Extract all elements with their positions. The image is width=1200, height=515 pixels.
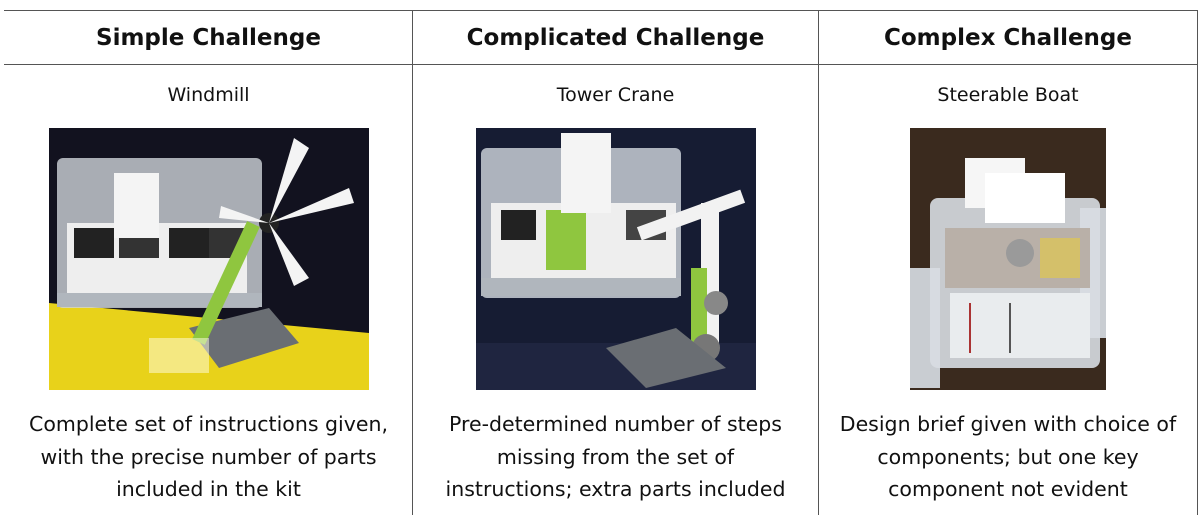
- table-top-border: [4, 10, 1198, 11]
- tower-crane-photo: [475, 128, 756, 390]
- description-line: instructions; extra parts included: [445, 477, 786, 501]
- table-column: Simple Challenge Windmill Complete set o…: [5, 10, 412, 515]
- description-line: included in the kit: [116, 477, 301, 501]
- model-name: Steerable Boat: [937, 84, 1079, 106]
- header-border: [4, 64, 1198, 65]
- description: Complete set of instructions given, with…: [5, 408, 412, 506]
- table-column: Complex Challenge Steerable Boat Design …: [819, 10, 1197, 515]
- column-header: Complicated Challenge: [466, 25, 765, 51]
- windmill-photo: [48, 128, 369, 390]
- column-border: [818, 10, 819, 515]
- table-right-border: [1197, 10, 1198, 515]
- column-header: Complex Challenge: [883, 25, 1132, 51]
- column-border: [412, 10, 413, 515]
- description-line: with the precise number of parts: [40, 444, 377, 469]
- model-name: Tower Crane: [556, 84, 675, 106]
- description-line: Design brief given with choice of: [839, 412, 1177, 436]
- description: Design brief given with choice of compon…: [819, 408, 1197, 506]
- table-column: Complicated Challenge Tower Crane Pre-de…: [413, 10, 818, 515]
- model-name: Windmill: [167, 84, 250, 106]
- description-line: component not evident: [888, 477, 1128, 501]
- description-line: components; but one key: [877, 444, 1139, 469]
- column-header: Simple Challenge: [96, 25, 321, 51]
- description-line: Complete set of instructions given,: [29, 412, 388, 436]
- description-line: missing from the set of: [496, 444, 735, 469]
- steerable-boat-photo: [910, 128, 1106, 390]
- description-line: Pre-determined number of steps: [449, 412, 782, 436]
- description: Pre-determined number of steps missing f…: [413, 408, 818, 506]
